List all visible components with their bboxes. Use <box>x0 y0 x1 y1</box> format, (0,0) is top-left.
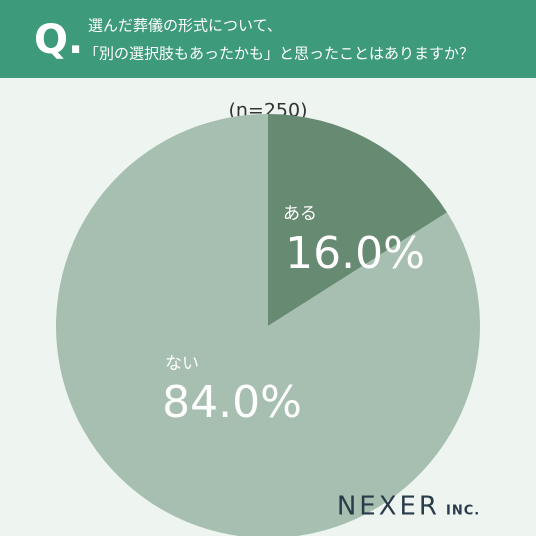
header-band <box>0 0 536 78</box>
value-label: 16.0% <box>285 228 425 279</box>
value-label: 84.0% <box>162 377 302 428</box>
logo-name: NEXER <box>337 492 440 522</box>
pie <box>56 114 480 536</box>
category-label: ある <box>283 204 317 224</box>
pie-labels: ある 16.0% ない 84.0% <box>162 204 425 428</box>
logo-suffix: INC. <box>446 504 480 519</box>
title-line: 選んだ葬儀の形式について、 <box>88 17 282 35</box>
q-mark: Q. <box>34 17 83 63</box>
pie-slice <box>268 114 447 326</box>
pie-slice <box>56 114 480 536</box>
category-label: ない <box>165 354 199 374</box>
title-line: 「別の選択肢もあったかも」と思ったことはありますか？ <box>84 45 474 63</box>
